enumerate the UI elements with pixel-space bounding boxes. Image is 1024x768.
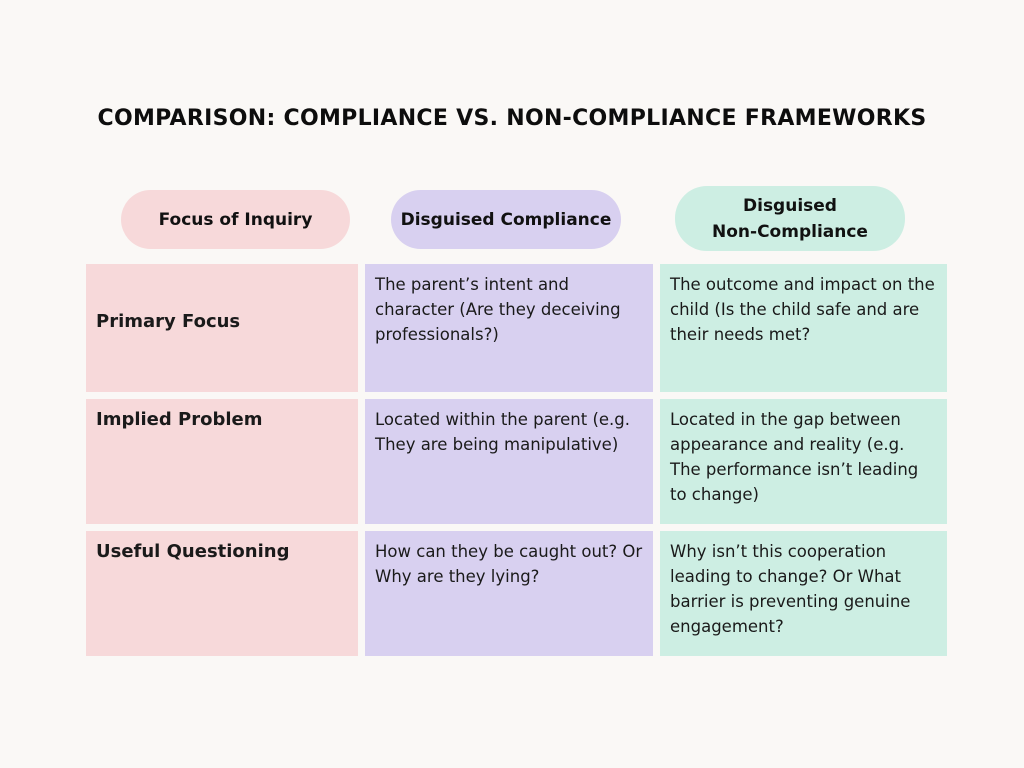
row-label-primary-focus: Primary Focus: [86, 264, 358, 392]
header-disguised-non-compliance: Disguised Non-Compliance: [675, 186, 905, 251]
row-label-useful-questioning: Useful Questioning: [86, 531, 358, 656]
cell-primary-focus-compliance: The parent’s intent and character (Are t…: [365, 264, 653, 392]
row-label-implied-problem: Implied Problem: [86, 399, 358, 524]
cell-implied-problem-compliance: Located within the parent (e.g. They are…: [365, 399, 653, 524]
cell-primary-focus-non-compliance: The outcome and impact on the child (Is …: [660, 264, 947, 392]
header-disguised-compliance: Disguised Compliance: [391, 190, 621, 249]
cell-useful-questioning-compliance: How can they be caught out? Or Why are t…: [365, 531, 653, 656]
cell-useful-questioning-non-compliance: Why isn’t this cooperation leading to ch…: [660, 531, 947, 656]
header-focus-of-inquiry: Focus of Inquiry: [121, 190, 350, 249]
cell-implied-problem-non-compliance: Located in the gap between appearance an…: [660, 399, 947, 524]
page-title: COMPARISON: COMPLIANCE VS. NON-COMPLIANC…: [97, 106, 927, 131]
